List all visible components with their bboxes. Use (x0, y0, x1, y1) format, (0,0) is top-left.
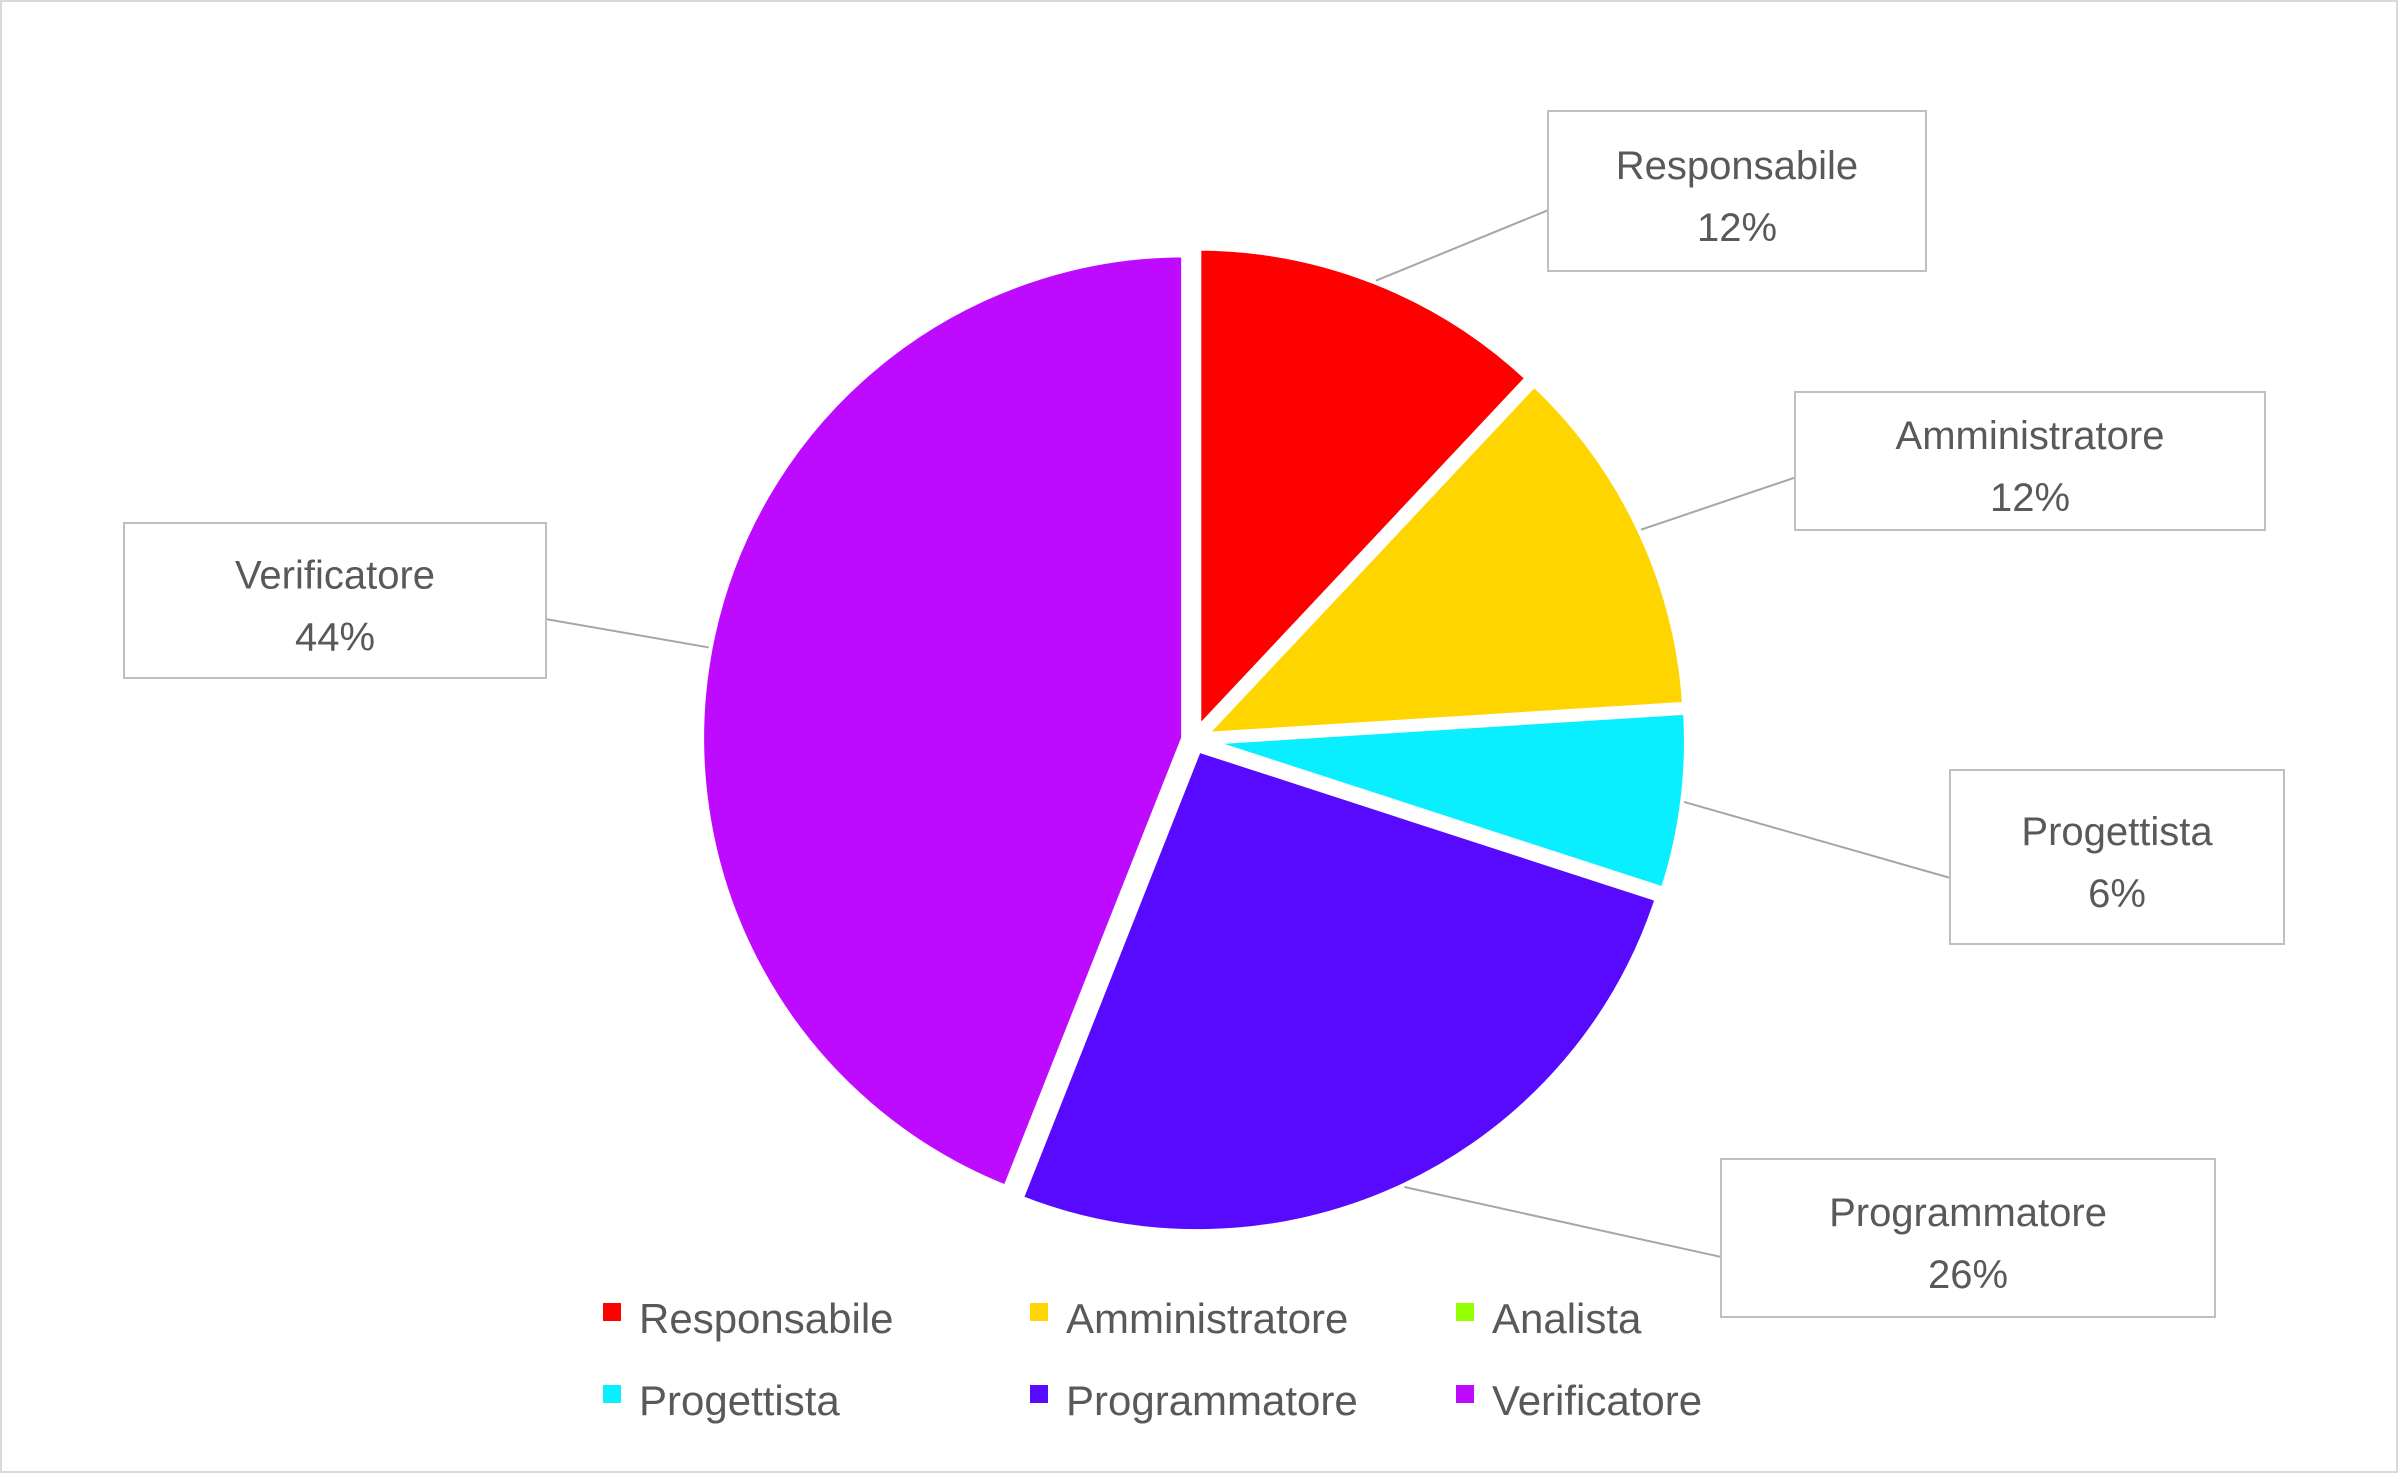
pie-slice-progettista (1198, 706, 1692, 896)
leader-line-programmatore (1404, 1186, 1722, 1258)
pie-slice-programmatore (1015, 744, 1664, 1238)
legend-label: Progettista (639, 1377, 840, 1424)
callout-category: Responsabile (1616, 144, 1858, 188)
legend-swatch (1030, 1303, 1048, 1321)
leader-line-verificatore (545, 618, 709, 649)
leader-line-progettista (1683, 800, 1951, 879)
callout-percent: 26% (1928, 1253, 2008, 1297)
legend-entry-programmatore: Programmatore (1030, 1377, 1358, 1424)
legend-label: Responsabile (639, 1295, 894, 1342)
legend-label: Programmatore (1066, 1377, 1358, 1424)
callout-percent: 44% (295, 616, 375, 660)
callout-box (1949, 769, 2285, 945)
legend-swatch (603, 1385, 621, 1403)
legend-entry-progettista: Progettista (603, 1377, 840, 1424)
legend-label: Verificatore (1492, 1377, 1702, 1424)
callout-category: Verificatore (235, 554, 435, 598)
data-label-callouts: Responsabile 12% Amministratore 12% Progetti… (123, 110, 2285, 1318)
callout-percent: 6% (2088, 872, 2146, 916)
leader-line-amministratore (1640, 476, 1796, 531)
legend-swatch (1456, 1385, 1474, 1403)
legend-swatch (603, 1303, 621, 1321)
legend: Responsabile Amministratore Analista Proget… (603, 1295, 1702, 1424)
callout-progettista: Progettista 6% (1949, 769, 2285, 945)
callout-category: Progettista (2021, 810, 2213, 854)
legend-entry-verificatore: Verificatore (1456, 1377, 1702, 1424)
legend-swatch (1456, 1303, 1474, 1321)
callout-box (1720, 1158, 2216, 1318)
legend-entry-analista: Analista (1456, 1295, 1642, 1342)
legend-label: Analista (1492, 1295, 1642, 1342)
leader-line-responsabile (1375, 209, 1549, 282)
callout-box (123, 522, 547, 679)
callout-category: Programmatore (1829, 1191, 2107, 1235)
callout-programmatore: Programmatore 26% (1720, 1158, 2216, 1318)
callout-percent: 12% (1990, 476, 2070, 520)
leader-lines (545, 209, 1951, 1258)
legend-label: Amministratore (1066, 1295, 1348, 1342)
pie-slice-responsabile (1193, 242, 1534, 736)
callout-verificatore: Verificatore 44% (123, 522, 547, 679)
legend-swatch (1030, 1385, 1048, 1403)
callout-category: Amministratore (1896, 414, 2165, 458)
callout-amministratore: Amministratore 12% (1794, 391, 2266, 531)
callout-box (1547, 110, 1927, 272)
legend-entry-responsabile: Responsabile (603, 1295, 894, 1342)
callout-percent: 12% (1697, 206, 1777, 250)
legend-entry-amministratore: Amministratore (1030, 1295, 1348, 1342)
pie-slices (696, 242, 1692, 1238)
callout-responsabile: Responsabile 12% (1547, 110, 1927, 272)
callout-box (1794, 391, 2266, 531)
